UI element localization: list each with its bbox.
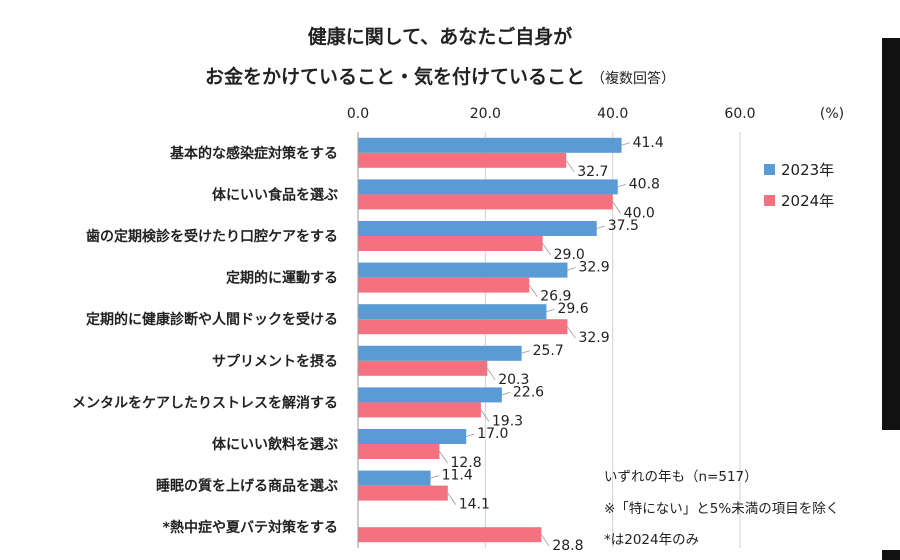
legend-label: 2024年 — [781, 192, 834, 210]
data-label: 26.9 — [540, 289, 571, 305]
bar — [358, 277, 530, 293]
data-label: 12.8 — [450, 455, 481, 471]
category-label: 体にいい食品を選ぶ — [212, 186, 338, 203]
leader-line — [542, 243, 551, 256]
leader-line — [546, 308, 555, 313]
bar — [358, 402, 481, 418]
x-tick-label: 60.0 — [724, 106, 755, 122]
data-label: 37.5 — [608, 218, 639, 234]
leader-line — [486, 368, 496, 381]
chart-title-subtitle: （複数回答） — [591, 71, 675, 87]
bar — [358, 152, 567, 168]
leader-line — [466, 433, 475, 437]
chart-title-line1: 健康に関して、あなたご自身が — [307, 26, 573, 48]
leader-line — [567, 267, 576, 271]
category-label: *熱中症や夏バテ対策をする — [163, 519, 338, 536]
data-label: 32.7 — [577, 164, 608, 180]
data-label: 41.4 — [633, 135, 664, 151]
bar — [358, 527, 542, 543]
bar — [358, 429, 467, 444]
bar — [358, 360, 488, 376]
leader-line — [565, 160, 575, 173]
category-label: 定期的に健康診断や人間ドックを受ける — [86, 311, 338, 328]
leader-line — [501, 392, 511, 396]
leader-line — [447, 492, 457, 505]
leader-line — [612, 201, 621, 214]
data-label: 20.3 — [498, 372, 529, 388]
bar — [358, 262, 568, 278]
data-label: 29.6 — [557, 301, 588, 317]
bar — [358, 194, 613, 210]
bar — [358, 236, 543, 251]
data-label: 40.8 — [629, 176, 660, 192]
data-label: 32.9 — [578, 330, 609, 346]
bar — [358, 444, 440, 459]
leader-line — [596, 225, 605, 229]
category-label: 歯の定期検診を受けたり口腔ケアをする — [86, 228, 338, 245]
data-label: 17.0 — [477, 426, 508, 442]
leader-line — [621, 142, 630, 146]
bar — [358, 179, 618, 195]
axis-unit-label: (%) — [820, 106, 844, 122]
bar — [358, 485, 448, 501]
category-label: メンタルをケアしたりストレスを解消する — [72, 394, 338, 411]
bar — [358, 137, 622, 153]
data-label: 11.4 — [442, 468, 473, 484]
x-tick-label: 40.0 — [597, 106, 628, 122]
edge-mark — [882, 550, 900, 560]
legend-swatch — [764, 195, 775, 206]
leader-line — [528, 284, 538, 297]
legend-label: 2023年 — [781, 161, 834, 179]
leader-line — [567, 326, 576, 339]
category-label: 体にいい飲料を選ぶ — [212, 436, 338, 453]
leader-line — [439, 451, 448, 464]
data-label: 29.0 — [554, 247, 585, 263]
x-tick-label: 20.0 — [470, 106, 501, 122]
data-label: 19.3 — [492, 413, 523, 429]
category-label: 睡眠の質を上げる商品を選ぶ — [156, 478, 338, 495]
bar — [358, 470, 431, 486]
note-sample-size: いずれの年も（n=517） — [604, 469, 758, 485]
data-label: 22.6 — [513, 384, 544, 400]
data-label: 14.1 — [459, 497, 490, 513]
chart-title-main: お金をかけていること・気を付けていること — [204, 66, 585, 88]
category-label: 定期的に運動する — [226, 270, 338, 287]
x-tick-label: 0.0 — [347, 106, 369, 122]
bar — [358, 387, 502, 403]
category-label: 基本的な感染症対策をする — [170, 145, 338, 162]
bar — [358, 319, 568, 335]
leader-line — [430, 475, 439, 479]
bar — [358, 345, 522, 361]
leader-line — [541, 534, 550, 547]
bar — [358, 221, 597, 236]
data-label: 40.0 — [624, 205, 655, 221]
data-label: 25.7 — [533, 343, 564, 359]
legend-swatch — [764, 164, 775, 175]
leader-line — [480, 409, 490, 422]
note-2024-only: *は2024年のみ — [604, 532, 700, 548]
data-label: 32.9 — [578, 260, 609, 276]
chart-title-line2: お金をかけていること・気を付けていること （複数回答） — [0, 62, 880, 89]
bar — [358, 304, 547, 320]
edge-bar — [882, 38, 900, 430]
leader-line — [617, 184, 626, 188]
data-label: 28.8 — [552, 538, 583, 554]
category-label: サプリメントを摂る — [212, 353, 338, 370]
note-exclusion: ※「特にない」と5%未満の項目を除く — [604, 501, 840, 517]
leader-line — [521, 350, 530, 354]
